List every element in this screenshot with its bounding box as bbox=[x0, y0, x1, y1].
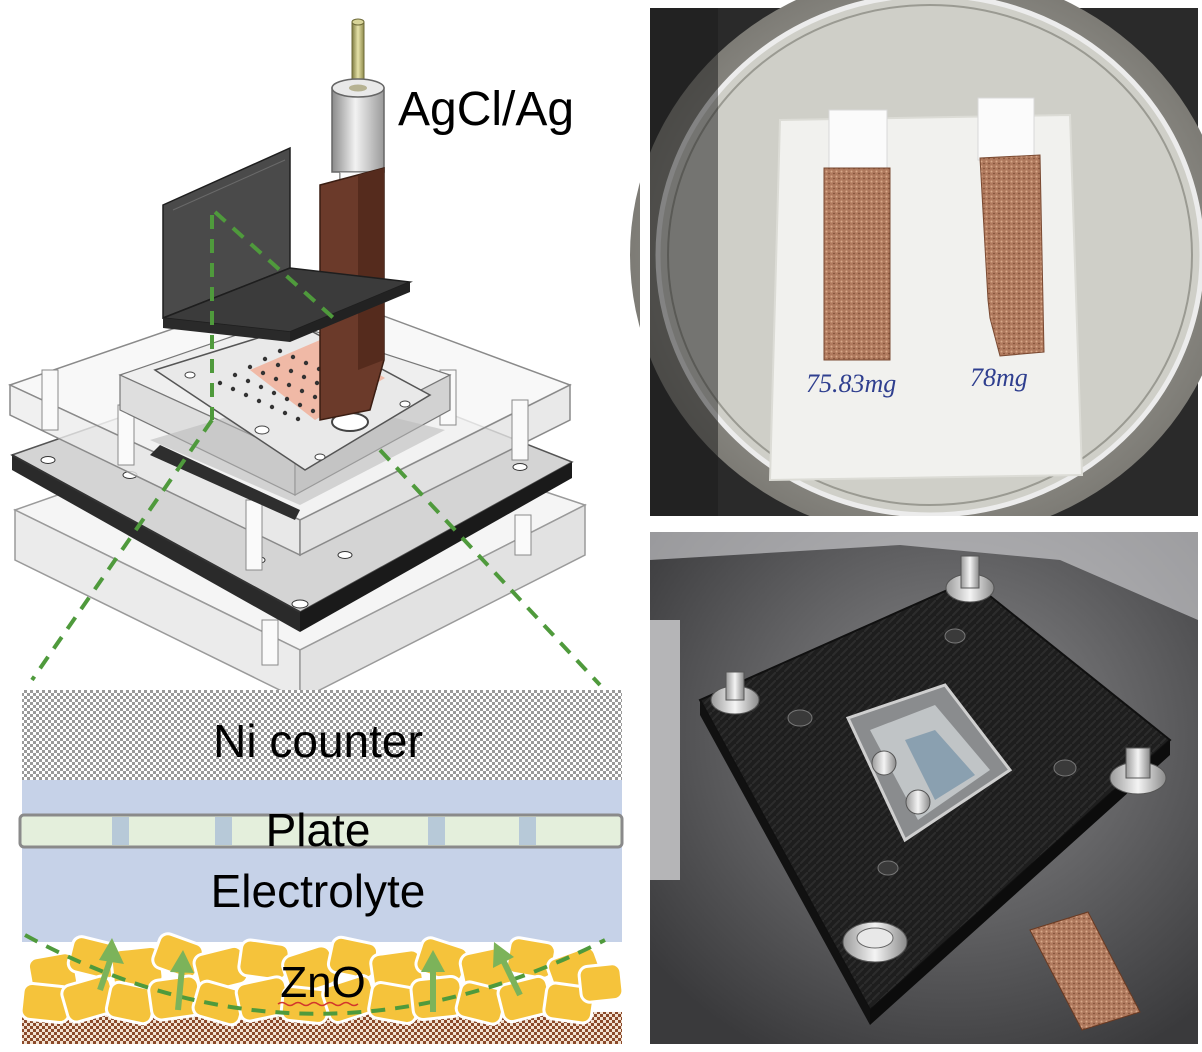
panel-gap-horizontal bbox=[650, 516, 1202, 532]
corner-bolts bbox=[710, 555, 1167, 963]
ni-counter-layer bbox=[22, 690, 622, 780]
copper-tab bbox=[1029, 911, 1141, 1031]
nickel-counter-electrode bbox=[162, 146, 413, 342]
growth-arrows bbox=[97, 938, 523, 1012]
reference-electrode-label: AgCl/Ag bbox=[398, 83, 574, 136]
mass-label-right: 78mg bbox=[970, 363, 1028, 392]
panel-gap-vertical bbox=[640, 0, 650, 1052]
electrolyte-layer bbox=[22, 780, 622, 942]
electrode-strip-left bbox=[823, 109, 891, 361]
zno-label: ZnO bbox=[280, 958, 366, 1007]
plate-layer bbox=[18, 813, 624, 849]
dashed-guides bbox=[30, 210, 602, 687]
cross-section bbox=[18, 690, 625, 1044]
mass-label-left: 75.83mg bbox=[806, 369, 896, 398]
photo-electrodes-in-dish: 75.83mg 78mg bbox=[630, 0, 1202, 540]
photo-assembled-cell bbox=[650, 532, 1198, 1044]
electrolyte-label: Electrolyte bbox=[211, 865, 426, 917]
reaction-front-curve bbox=[24, 933, 606, 1016]
plate-label: Plate bbox=[266, 804, 371, 856]
electrode-strip-right bbox=[977, 97, 1045, 357]
cell-body bbox=[698, 578, 1172, 1025]
spellcheck-underline bbox=[277, 1001, 359, 1007]
ni-counter-label: Ni counter bbox=[213, 715, 423, 767]
cell-render bbox=[8, 18, 602, 702]
